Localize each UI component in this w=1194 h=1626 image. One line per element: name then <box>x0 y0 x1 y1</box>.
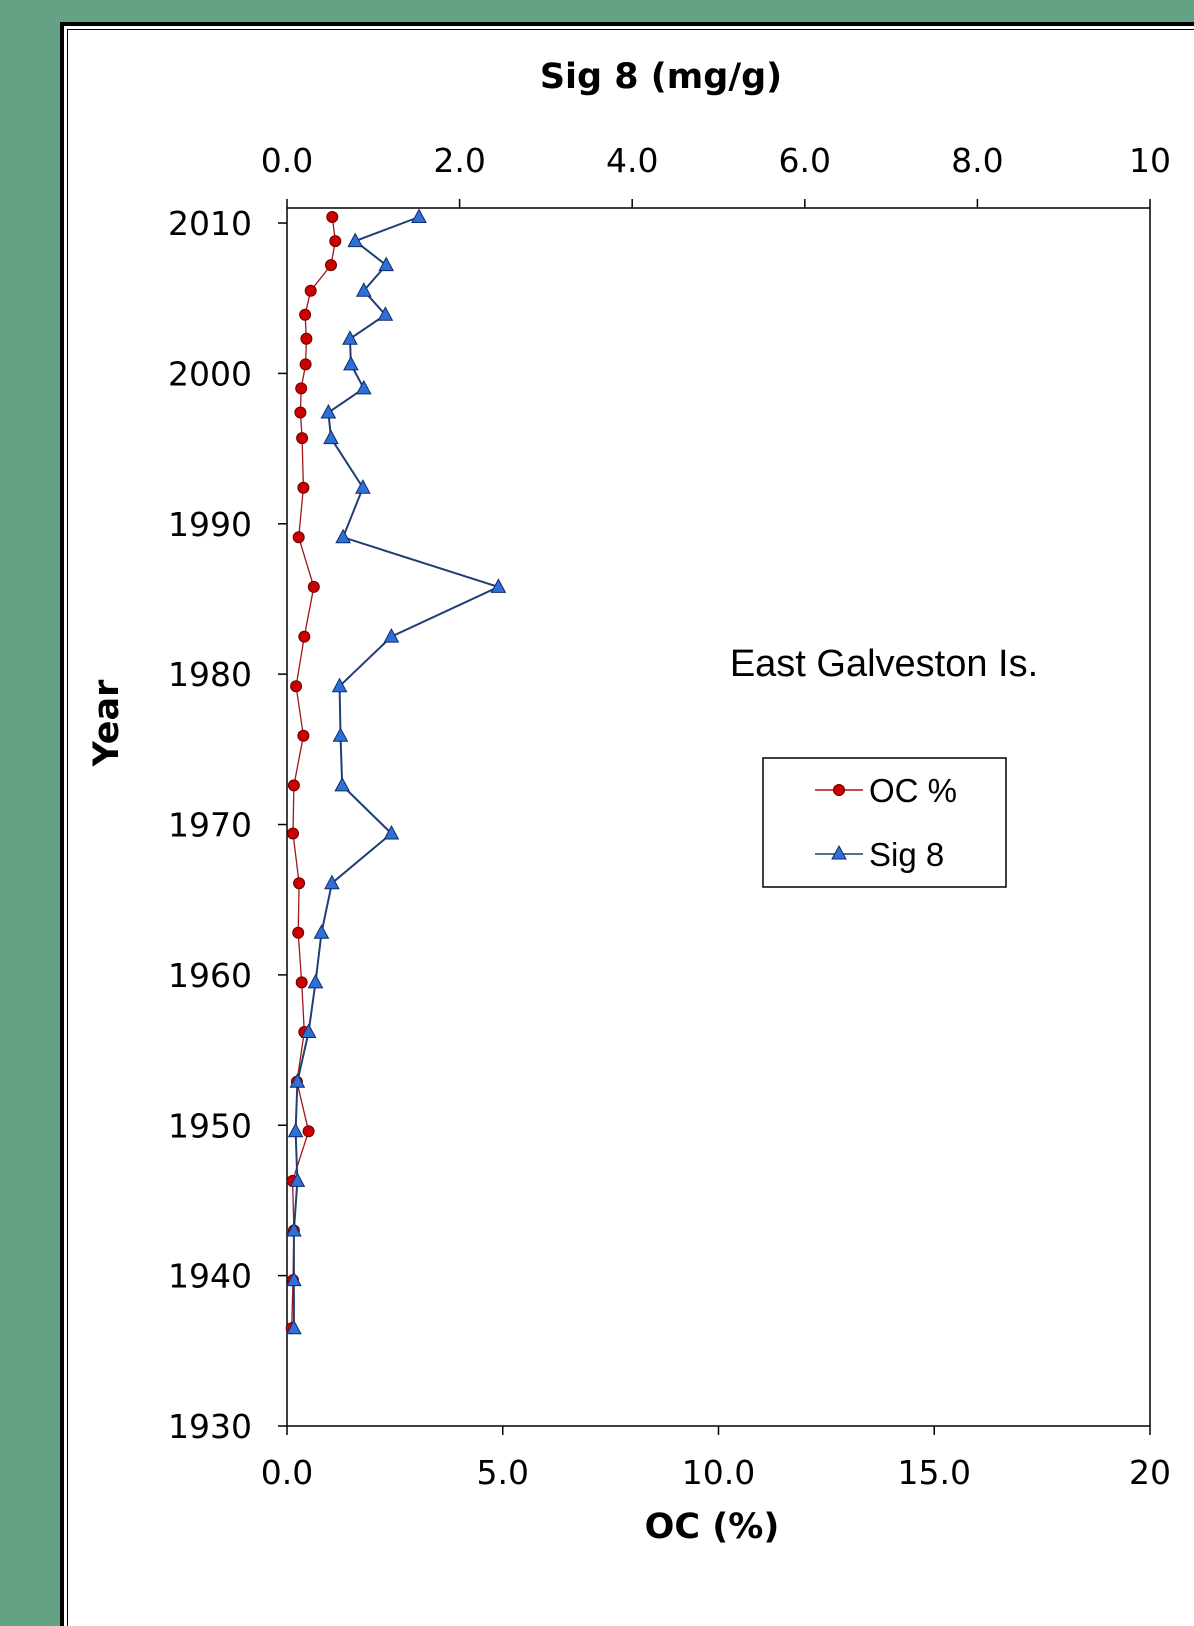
data-point-oc <box>302 1125 315 1138</box>
data-point-sig-8 <box>347 232 364 248</box>
data-point-sig-8 <box>334 776 351 792</box>
data-point-sig-8 <box>300 1023 317 1038</box>
data-point-sig-8 <box>324 874 340 890</box>
x-top-tick-label: 6.0 <box>779 141 831 180</box>
data-point-sig-8 <box>490 578 507 593</box>
x-top-tick-label: 4.0 <box>606 141 658 180</box>
legend-label-sig8: Sig 8 <box>869 836 944 873</box>
data-point-oc <box>297 481 310 494</box>
chart-frame: 1930 1940 1950 1960 1970 1980 1990 2000 2010 0.0 5… <box>60 22 1194 1626</box>
data-point-sig-8 <box>355 379 372 395</box>
y-tick-label: 1930 <box>168 1407 252 1446</box>
data-point-oc <box>295 976 308 989</box>
y-tick-label: 2010 <box>168 204 252 243</box>
data-point-sig-8 <box>307 973 324 989</box>
data-point-sig-8 <box>343 355 359 371</box>
data-point-sig-8 <box>411 208 427 223</box>
x-bottom-tick-label: 0.0 <box>261 1453 313 1492</box>
y-tick-label: 2000 <box>168 354 252 393</box>
series-line-oc <box>291 216 336 1329</box>
data-point-sig-8 <box>331 677 348 693</box>
data-point-sig-8 <box>332 727 349 742</box>
x-bottom-axis-title: OC (%) <box>645 1507 780 1547</box>
series-line-sig-8 <box>292 216 502 1329</box>
data-point-sig-8 <box>286 1319 302 1335</box>
y-axis-title: Year <box>87 679 127 767</box>
data-point-sig-8 <box>313 924 330 939</box>
legend-label-oc: OC % <box>869 772 957 809</box>
data-point-oc <box>294 406 307 419</box>
data-point-oc <box>326 211 339 223</box>
x-top-tick-label: 8.0 <box>951 141 1003 180</box>
data-point-sig-8 <box>323 429 339 445</box>
data-point-oc <box>297 729 310 742</box>
y-tick-label: 1980 <box>168 655 252 694</box>
data-point-oc <box>295 382 308 395</box>
legend-oc-marker <box>833 784 845 796</box>
x-top-tick-label: 0.0 <box>261 141 313 180</box>
data-point-sig-8 <box>377 306 394 321</box>
x-bottom-tick-label: 15.0 <box>898 1453 971 1492</box>
chart-annotation: East Galveston Is. <box>730 643 1038 685</box>
data-point-oc <box>298 630 311 643</box>
x-bottom-tick-label: 20 <box>1129 1453 1171 1492</box>
data-point-sig-8 <box>289 1172 306 1187</box>
legend: OC % Sig 8 <box>762 757 1007 888</box>
x-bottom-tick-label: 5.0 <box>477 1453 529 1492</box>
x-top-tick-label: 10 <box>1129 141 1171 180</box>
y-tick-label: 1940 <box>168 1257 252 1296</box>
data-point-oc <box>293 877 306 890</box>
data-point-oc <box>290 680 303 693</box>
data-point-sig-8 <box>286 1271 302 1287</box>
data-point-oc <box>325 259 337 272</box>
data-point-oc <box>304 284 317 297</box>
data-point-sig-8 <box>342 330 358 345</box>
data-point-oc <box>287 779 300 792</box>
data-point-sig-8 <box>383 824 400 840</box>
data-point-oc <box>307 580 320 593</box>
x-bottom-tick-label: 10.0 <box>682 1453 755 1492</box>
data-point-oc <box>292 531 305 544</box>
x-top-axis-title: Sig 8 (mg/g) <box>540 57 782 97</box>
data-point-sig-8 <box>355 479 371 494</box>
data-point-sig-8 <box>320 403 337 419</box>
data-point-sig-8 <box>289 1073 306 1088</box>
y-tick-label: 1950 <box>168 1106 252 1145</box>
data-point-sig-8 <box>335 528 351 544</box>
legend-box <box>762 757 1007 888</box>
data-point-oc <box>299 308 312 321</box>
x-top-tick-label: 2.0 <box>433 141 485 180</box>
data-point-sig-8 <box>286 1221 302 1237</box>
y-tick-label: 1990 <box>168 505 252 544</box>
y-tick-label: 1970 <box>168 806 252 845</box>
y-tick-label: 1960 <box>168 956 252 995</box>
data-point-oc <box>329 235 342 248</box>
data-point-oc <box>296 432 309 445</box>
data-point-sig-8 <box>287 1122 304 1138</box>
data-point-oc <box>300 332 313 345</box>
data-point-sig-8 <box>383 628 400 643</box>
data-point-sig-8 <box>355 282 372 297</box>
data-point-sig-8 <box>378 256 395 272</box>
legend-sig8-marker <box>831 844 847 860</box>
data-point-oc <box>299 358 312 371</box>
data-point-oc <box>287 827 299 840</box>
data-point-oc <box>292 926 305 939</box>
